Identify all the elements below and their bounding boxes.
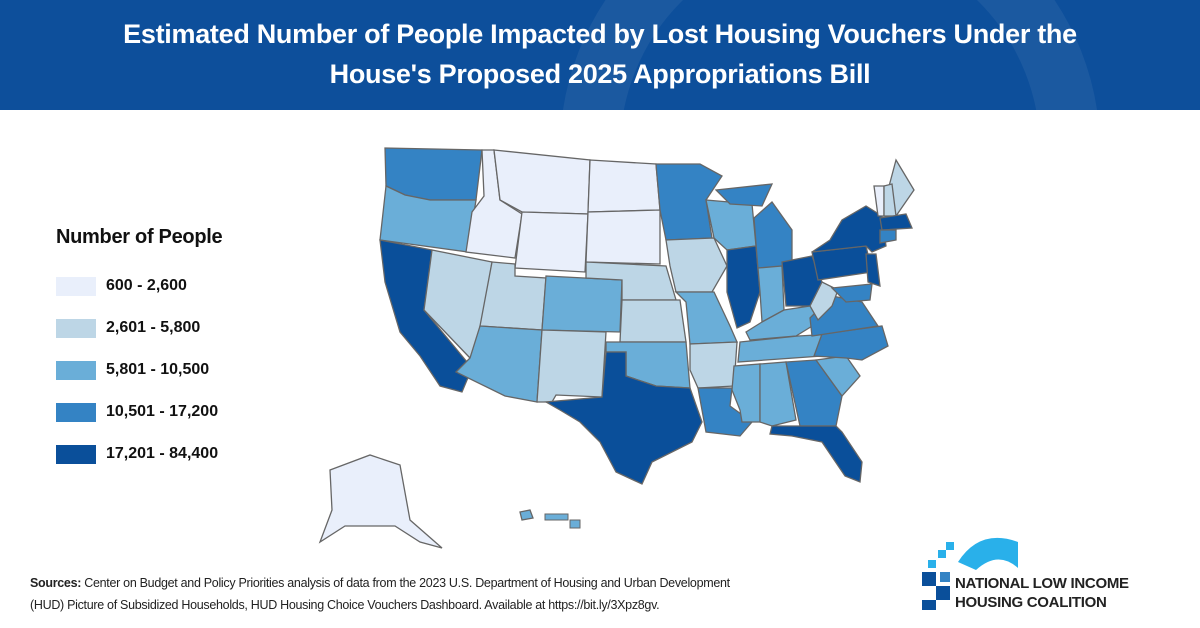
logo-line-2: HOUSING COALITION	[955, 594, 1107, 611]
legend-item: 17,201 - 84,400	[56, 433, 222, 475]
state-sd	[585, 209, 661, 265]
legend-label: 10,501 - 17,200	[106, 403, 219, 420]
legend-swatch	[56, 360, 96, 380]
legend-item: 2,601 - 5,800	[56, 307, 222, 349]
legend-item: 5,801 - 10,500	[56, 349, 222, 391]
legend-swatch	[56, 402, 96, 422]
state-hi	[519, 509, 534, 521]
legend-swatch	[56, 318, 96, 338]
sources-note: Sources: Center on Budget and Policy Pri…	[30, 572, 730, 616]
state-nd	[587, 159, 661, 213]
sources-text-2: (HUD) Picture of Subsidized Households, …	[30, 598, 660, 612]
state-nc	[813, 325, 889, 361]
state-ia	[665, 237, 728, 293]
sources-text-1: Center on Budget and Policy Priorities a…	[84, 576, 730, 590]
state-mi	[714, 183, 774, 207]
legend-label: 2,601 - 5,800	[106, 319, 201, 336]
state-hi-island	[544, 513, 569, 521]
state-ma	[879, 213, 913, 231]
state-al	[759, 361, 797, 427]
state-nm	[536, 329, 607, 403]
state-mn	[655, 163, 723, 241]
state-ga	[785, 359, 843, 427]
sources-label: Sources:	[30, 576, 82, 590]
state-ak	[318, 454, 443, 549]
nlihc-logo-icon	[922, 537, 1018, 610]
state-ny	[811, 205, 887, 253]
state-co	[541, 275, 623, 333]
logo-text: NATIONAL LOW INCOME HOUSING COALITION	[955, 574, 1129, 612]
state-ut	[479, 261, 547, 331]
legend-swatch	[56, 276, 96, 296]
state-tx	[543, 351, 703, 485]
state-ks	[619, 299, 687, 343]
legend: Number of People 600 - 2,600 2,601 - 5,8…	[56, 226, 223, 475]
legend-swatch	[56, 444, 96, 464]
legend-title: Number of People	[56, 226, 223, 248]
state-ar	[689, 341, 738, 389]
state-nj	[865, 253, 881, 287]
state-wv	[809, 281, 839, 322]
header-banner: Estimated Number of People Impacted by L…	[0, 0, 1200, 110]
state-ct	[879, 229, 897, 244]
state-mi	[753, 201, 793, 271]
state-il	[726, 245, 761, 329]
page-title: Estimated Number of People Impacted by L…	[0, 14, 1200, 94]
legend-label: 17,201 - 84,400	[106, 445, 219, 462]
state-hi-island	[569, 519, 581, 529]
state-md	[830, 283, 873, 303]
legend-item: 10,501 - 17,200	[56, 391, 222, 433]
title-line-2: House's Proposed 2025 Appropriations Bil…	[329, 59, 871, 89]
state-mt	[493, 149, 591, 215]
legend-item: 600 - 2,600	[56, 265, 222, 307]
title-line-1: Estimated Number of People Impacted by L…	[123, 19, 1077, 49]
state-wy	[514, 211, 589, 273]
state-fl	[769, 425, 863, 483]
legend-label: 600 - 2,600	[106, 277, 187, 294]
logo-line-1: NATIONAL LOW INCOME	[955, 575, 1129, 592]
legend-label: 5,801 - 10,500	[106, 361, 210, 378]
